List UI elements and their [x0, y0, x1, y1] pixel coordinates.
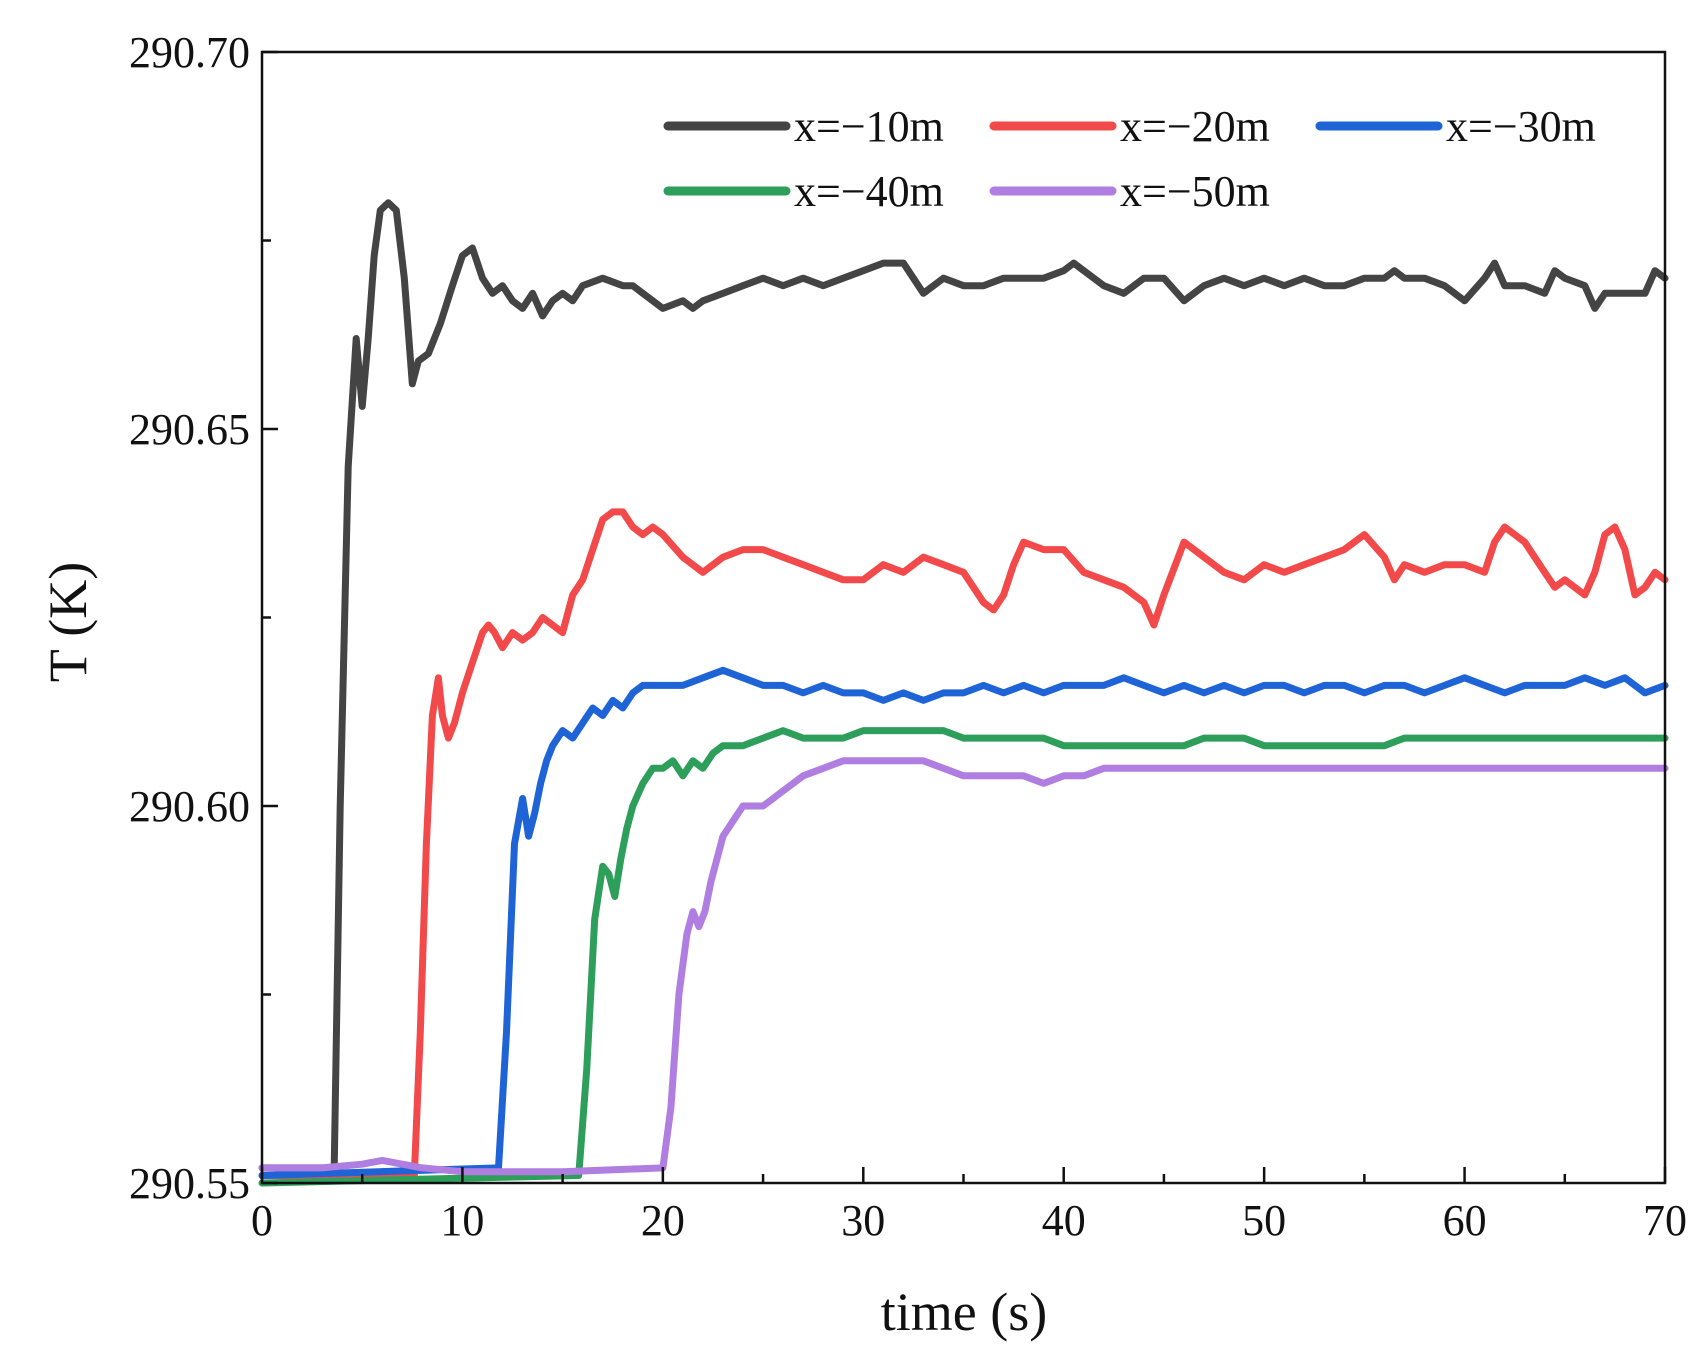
y-axis-title: T (K): [38, 562, 98, 682]
x-tick-label: 10: [440, 1196, 484, 1245]
x-tick-label: 30: [841, 1196, 885, 1245]
x-tick-label: 50: [1242, 1196, 1286, 1245]
x-tick-label: 70: [1643, 1196, 1687, 1245]
legend-label-5: x=−50m: [1120, 167, 1270, 216]
series-line-1: [258, 199, 1669, 1172]
x-tick-label: 0: [251, 1196, 273, 1245]
legend-label-2: x=−20m: [1120, 102, 1270, 151]
legend: x=−10m x=−20m x=−30m x=−40m x=−50m: [663, 102, 1596, 216]
y-tick-label: 290.60: [129, 782, 250, 831]
y-tick-label: 290.55: [129, 1159, 250, 1208]
legend-label-3: x=−30m: [1446, 102, 1596, 151]
series-line-5: [258, 757, 1669, 1176]
y-tick-label: 290.65: [129, 405, 250, 454]
series-line-2: [258, 508, 1669, 1179]
series-layer: [258, 199, 1669, 1187]
x-tick-label: 40: [1042, 1196, 1086, 1245]
axes-layer: 0 10 20 30 40 50 60 70 290.55 290.60 290.65 290.70: [129, 28, 1687, 1245]
series-line-3: [258, 666, 1669, 1179]
x-axis-title: time (s): [881, 1282, 1047, 1342]
series-line-4: [258, 727, 1669, 1187]
x-tick-label: 20: [641, 1196, 685, 1245]
y-tick-label: 290.70: [129, 28, 250, 77]
legend-label-4: x=−40m: [794, 167, 944, 216]
legend-label-1: x=−10m: [794, 102, 944, 151]
x-tick-label: 60: [1443, 1196, 1487, 1245]
